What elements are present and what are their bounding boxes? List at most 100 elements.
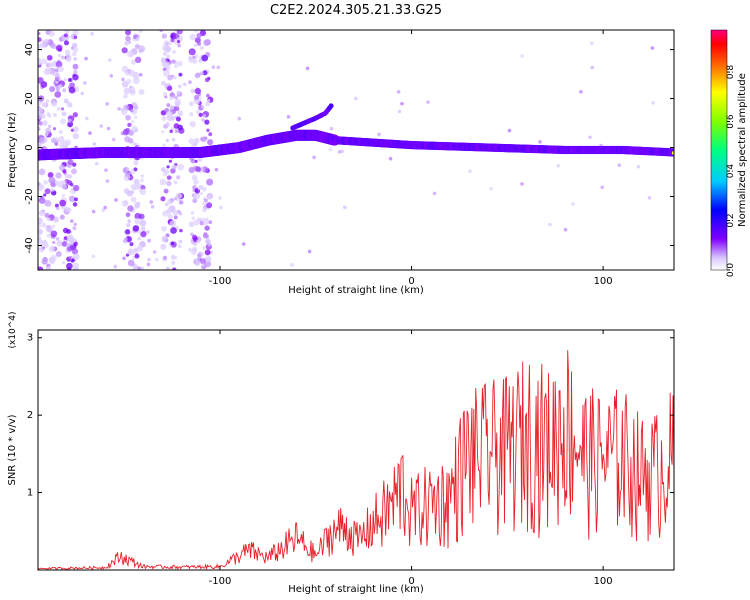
- noise-column-mark: [172, 209, 179, 216]
- noise-column-mark: [61, 193, 66, 198]
- noise-column-mark: [194, 188, 199, 192]
- noise-column-mark: [166, 103, 171, 108]
- noise-column-mark: [125, 35, 131, 42]
- noise-column-mark: [42, 120, 48, 126]
- y-tick-label: -20: [24, 188, 35, 204]
- noise-column-mark: [190, 158, 196, 164]
- noise-column-mark: [64, 173, 69, 179]
- noise-mark: [353, 96, 358, 101]
- noise-column-mark: [126, 190, 133, 197]
- noise-mark: [85, 116, 89, 121]
- noise-column-mark: [175, 192, 183, 200]
- noise-column-mark: [173, 215, 178, 220]
- noise-mark: [538, 140, 542, 144]
- noise-mark: [108, 58, 112, 62]
- noise-column-mark: [193, 192, 201, 200]
- noise-column-mark: [192, 246, 198, 252]
- noise-column-mark: [128, 130, 134, 136]
- noise-column-mark: [72, 126, 79, 133]
- noise-column-mark: [177, 43, 182, 48]
- noise-column-mark: [177, 30, 183, 35]
- x-tick-label: 100: [594, 276, 613, 287]
- noise-column-mark: [193, 179, 199, 185]
- noise-mark: [520, 54, 524, 58]
- noise-column-mark: [171, 256, 176, 260]
- noise-column-mark: [137, 236, 141, 241]
- noise-column-mark: [55, 73, 60, 78]
- noise-column-mark: [66, 262, 73, 270]
- noise-column-mark: [163, 188, 169, 194]
- noise-column-mark: [175, 116, 181, 122]
- noise-column-mark: [134, 128, 138, 133]
- noise-column-mark: [167, 207, 172, 211]
- noise-column-mark: [198, 58, 203, 63]
- colorbar-tick-label: 0.0: [726, 263, 736, 278]
- noise-column-mark: [162, 51, 167, 56]
- noise-column-mark: [72, 226, 77, 231]
- noise-column-mark: [63, 33, 68, 38]
- noise-column-mark: [122, 128, 130, 136]
- noise-column-mark: [135, 37, 140, 42]
- noise-column-mark: [38, 61, 42, 66]
- noise-mark: [329, 126, 334, 131]
- snr-x-ticks: -100 0 100: [209, 330, 613, 587]
- spectrogram-x-ticks: -100 0 100: [209, 30, 613, 287]
- noise-column-mark: [38, 31, 41, 35]
- noise-mark: [636, 164, 641, 169]
- noise-column-mark: [59, 214, 65, 220]
- noise-column-mark: [73, 241, 78, 247]
- noise-mark: [328, 147, 333, 152]
- noise-mark: [548, 222, 552, 227]
- noise-column-mark: [60, 55, 65, 60]
- noise-column-mark: [38, 223, 42, 229]
- noise-column-mark: [193, 137, 200, 144]
- noise-column-mark: [177, 61, 183, 67]
- noise-column-mark: [191, 174, 198, 181]
- noise-column-mark: [188, 49, 195, 56]
- noise-column-mark: [207, 139, 214, 146]
- noise-column-mark: [129, 70, 136, 77]
- noise-column-mark: [67, 174, 73, 179]
- noise-column-mark: [166, 180, 172, 187]
- noise-column-mark: [195, 110, 200, 114]
- noise-column-mark: [38, 238, 43, 243]
- noise-column-mark: [72, 51, 77, 57]
- noise-mark: [305, 66, 310, 71]
- noise-column-mark: [139, 73, 143, 77]
- noise-mark: [617, 163, 622, 167]
- colorbar-ticks: 0.0 0.2 0.4 0.6 0.8: [726, 65, 736, 278]
- noise-mark: [377, 132, 381, 137]
- noise-column-mark: [72, 202, 78, 207]
- noise-column-mark: [58, 130, 63, 135]
- noise-column-mark: [49, 258, 55, 265]
- noise-column-mark: [47, 172, 54, 178]
- snr-marks: [38, 350, 674, 570]
- noise-mark: [563, 227, 568, 232]
- noise-column-mark: [165, 138, 169, 143]
- noise-mark: [94, 161, 99, 166]
- noise-column-mark: [207, 196, 212, 200]
- noise-column-mark: [198, 184, 204, 190]
- noise-column-mark: [208, 220, 213, 225]
- noise-column-mark: [134, 217, 141, 225]
- y-tick-label: 1: [27, 488, 33, 499]
- noise-column-mark: [44, 212, 50, 218]
- noise-column-mark: [55, 60, 63, 68]
- noise-mark: [651, 101, 656, 105]
- noise-column-mark: [188, 138, 195, 144]
- upper-branch-mark: [328, 103, 334, 109]
- noise-column-mark: [202, 70, 208, 76]
- noise-column-mark: [141, 223, 146, 228]
- noise-column-mark: [162, 92, 168, 97]
- noise-column-mark: [44, 200, 52, 207]
- noise-mark: [237, 116, 242, 121]
- noise-mark: [38, 143, 42, 147]
- noise-column-mark: [204, 198, 208, 203]
- noise-column-mark: [134, 253, 140, 259]
- noise-column-mark: [46, 30, 50, 33]
- noise-column-mark: [38, 228, 43, 236]
- noise-column-mark: [165, 266, 170, 270]
- noise-mark: [286, 115, 291, 119]
- noise-column-mark: [160, 167, 166, 173]
- noise-column-mark: [204, 249, 211, 256]
